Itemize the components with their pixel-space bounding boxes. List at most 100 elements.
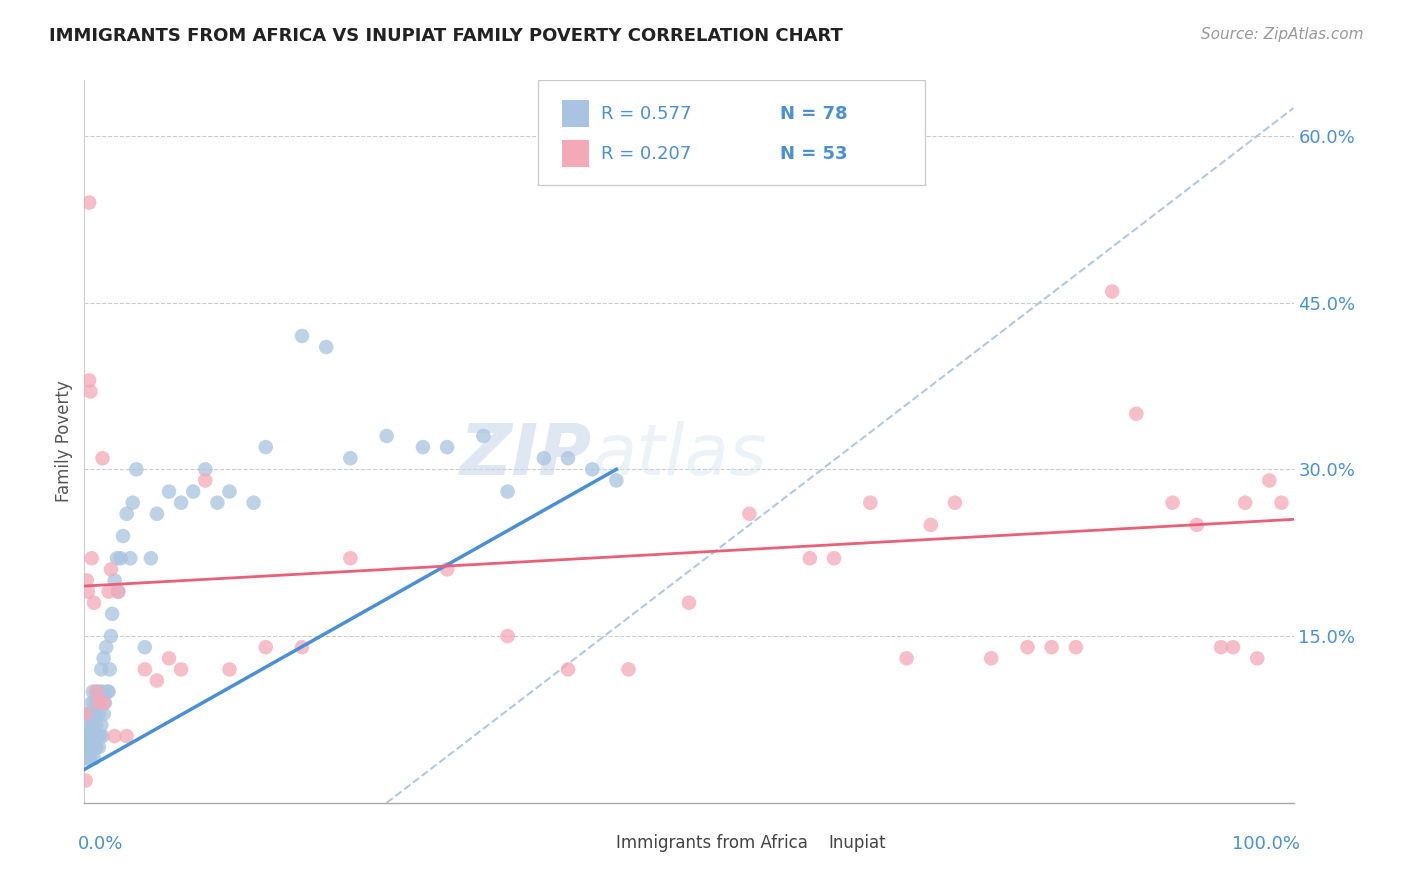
Point <box>1185 517 1208 532</box>
Point <box>254 440 277 454</box>
Point <box>1222 640 1244 655</box>
Point <box>75 751 97 765</box>
Point <box>617 662 640 676</box>
Point <box>472 429 495 443</box>
Point <box>86 696 108 710</box>
Point <box>77 740 100 755</box>
Point <box>96 684 118 698</box>
Text: atlas: atlas <box>592 422 766 491</box>
Point <box>79 729 101 743</box>
Point <box>75 773 97 788</box>
Point <box>93 696 115 710</box>
Point <box>170 496 193 510</box>
Point <box>75 706 97 721</box>
Point <box>859 496 882 510</box>
Point <box>79 751 101 765</box>
Point <box>105 551 128 566</box>
Point <box>93 651 115 665</box>
Point <box>94 640 117 655</box>
Point <box>920 517 942 532</box>
Point <box>1234 496 1257 510</box>
Point <box>1064 640 1087 655</box>
FancyBboxPatch shape <box>562 100 589 128</box>
Point <box>375 429 398 443</box>
Point <box>896 651 918 665</box>
Point <box>93 706 115 721</box>
Point <box>115 507 138 521</box>
Point <box>678 596 700 610</box>
Point <box>76 740 98 755</box>
Point <box>79 706 101 721</box>
Text: 0.0%: 0.0% <box>79 835 124 854</box>
Point <box>242 496 264 510</box>
Text: R = 0.207: R = 0.207 <box>600 145 690 163</box>
Point <box>87 706 110 721</box>
Point <box>581 462 603 476</box>
Text: N = 78: N = 78 <box>780 105 848 123</box>
Point <box>125 462 148 476</box>
Point <box>100 629 122 643</box>
Point <box>91 451 114 466</box>
Point <box>91 684 114 698</box>
Point <box>291 640 314 655</box>
Point <box>738 507 761 521</box>
Point <box>83 596 105 610</box>
Point <box>1209 640 1232 655</box>
Text: N = 53: N = 53 <box>780 145 848 163</box>
Point <box>218 662 240 676</box>
Point <box>496 629 519 643</box>
Point <box>83 751 105 765</box>
Point <box>605 474 627 488</box>
Point <box>107 584 129 599</box>
Point <box>1246 651 1268 665</box>
Point <box>87 740 110 755</box>
Point <box>90 718 112 732</box>
Point <box>82 718 104 732</box>
Point <box>90 662 112 676</box>
Point <box>86 729 108 743</box>
Point <box>1125 407 1147 421</box>
Point <box>77 751 100 765</box>
Y-axis label: Family Poverty: Family Poverty <box>55 381 73 502</box>
Point <box>218 484 240 499</box>
Point <box>77 373 100 387</box>
Point <box>83 696 105 710</box>
FancyBboxPatch shape <box>586 835 610 851</box>
Point <box>146 673 169 688</box>
Point <box>412 440 434 454</box>
Text: Source: ZipAtlas.com: Source: ZipAtlas.com <box>1201 27 1364 42</box>
Point <box>134 662 156 676</box>
Point <box>91 729 114 743</box>
Point <box>77 584 100 599</box>
Point <box>82 740 104 755</box>
Point <box>436 562 458 576</box>
Point <box>1270 496 1292 510</box>
Point <box>77 751 100 765</box>
Point <box>496 484 519 499</box>
Point <box>86 740 108 755</box>
FancyBboxPatch shape <box>538 80 925 185</box>
Point <box>194 474 217 488</box>
Point <box>115 729 138 743</box>
Point <box>89 729 111 743</box>
Point <box>1040 640 1063 655</box>
Point <box>207 496 229 510</box>
Text: R = 0.577: R = 0.577 <box>600 105 692 123</box>
Point <box>170 662 193 676</box>
Point <box>339 451 361 466</box>
Point <box>980 651 1002 665</box>
Point <box>76 729 98 743</box>
Point <box>80 740 103 755</box>
Point <box>77 195 100 210</box>
Point <box>157 484 180 499</box>
Text: ZIP: ZIP <box>460 422 592 491</box>
Point <box>83 729 105 743</box>
Point <box>86 718 108 732</box>
Point <box>254 640 277 655</box>
Point <box>291 329 314 343</box>
Point <box>1161 496 1184 510</box>
Point <box>1258 474 1281 488</box>
Point <box>100 562 122 576</box>
FancyBboxPatch shape <box>562 139 589 167</box>
Point <box>194 462 217 476</box>
